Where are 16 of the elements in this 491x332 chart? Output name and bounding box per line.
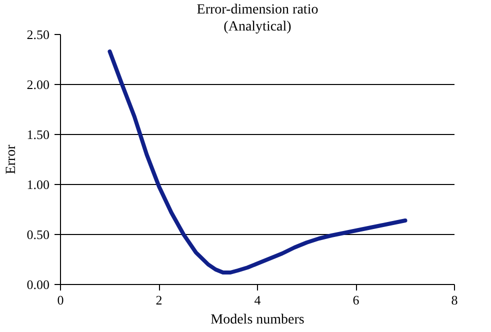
chart-title: Error-dimension ratio	[196, 2, 318, 18]
y-tick-label: 1.00	[26, 177, 50, 192]
y-tick-label: 0.00	[26, 277, 50, 292]
y-axis-title: Error	[4, 144, 19, 174]
x-tick-label: 2	[156, 292, 162, 308]
x-tick-label: 6	[352, 292, 360, 308]
x-tick-label: 8	[451, 292, 458, 308]
x-tick-label: 0	[57, 292, 64, 308]
y-tick-label: 1.50	[26, 127, 50, 142]
y-tick-label: 2.50	[26, 27, 50, 42]
x-tick-label: 4	[254, 292, 262, 308]
y-tick-label: 2.00	[26, 77, 50, 92]
x-axis-title: Models numbers	[210, 312, 304, 328]
line-series	[108, 50, 408, 274]
chart-subtitle: (Analytical)	[224, 20, 292, 34]
y-tick-label: 0.50	[26, 227, 50, 242]
